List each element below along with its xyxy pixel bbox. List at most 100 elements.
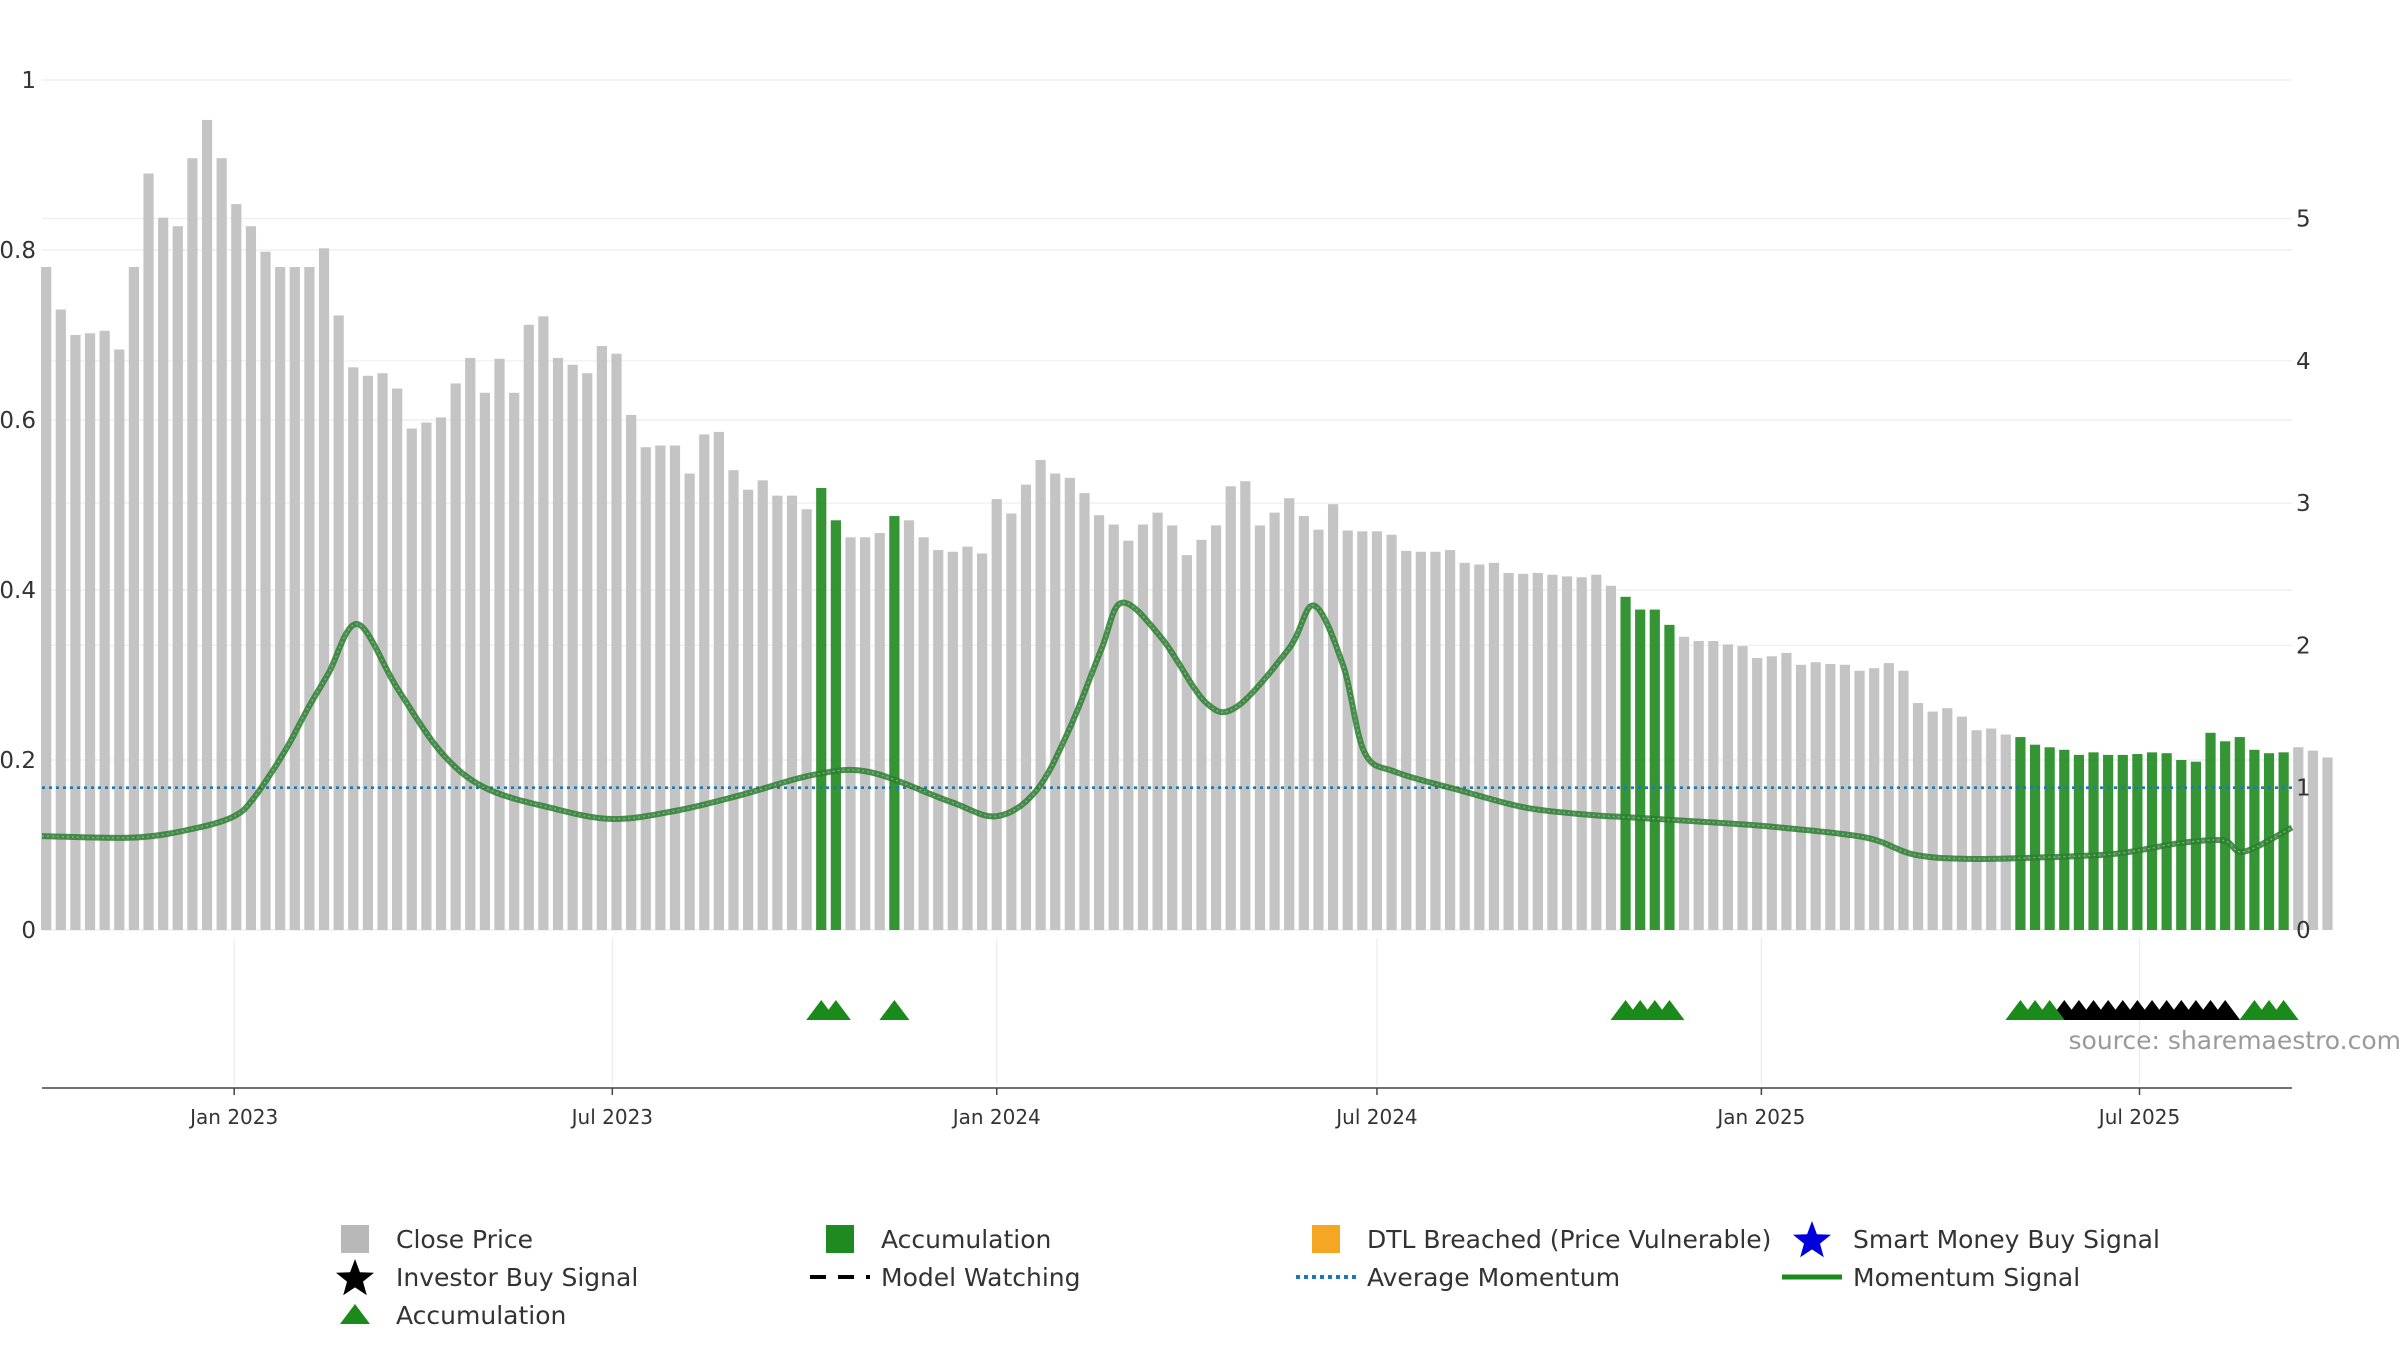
close-price-bar bbox=[1912, 703, 1924, 930]
source-note: source: sharemaestro.com bbox=[2069, 1026, 2400, 1055]
accumulation-bar bbox=[2029, 744, 2041, 930]
accumulation-bar bbox=[2278, 752, 2289, 930]
left-tick-label: 0.4 bbox=[0, 578, 36, 604]
close-price-bar bbox=[99, 330, 110, 930]
close-price-bar bbox=[216, 158, 227, 930]
close-price-bar bbox=[1313, 529, 1324, 930]
left-tick-label: 0.8 bbox=[0, 238, 36, 264]
close-price-bar bbox=[1137, 524, 1149, 930]
close-price-bar bbox=[1079, 493, 1090, 930]
accumulation-bar bbox=[2117, 754, 2128, 930]
close-price-bar bbox=[1240, 481, 1251, 930]
legend-square-icon bbox=[826, 1225, 854, 1253]
close-price-bar bbox=[41, 267, 52, 930]
close-price-bar bbox=[611, 353, 622, 930]
x-tick-label: Jul 2023 bbox=[570, 1105, 653, 1129]
close-price-bar bbox=[640, 447, 651, 930]
close-price-bar bbox=[1839, 664, 1851, 930]
legend-label: Accumulation bbox=[396, 1301, 566, 1330]
close-price-bar bbox=[1781, 652, 1792, 930]
accumulation-marker bbox=[2268, 1000, 2299, 1020]
close-price-bar bbox=[1503, 573, 1514, 930]
close-price-bar bbox=[947, 551, 958, 930]
accumulation-marker bbox=[2034, 1000, 2065, 1020]
legend-square-icon bbox=[1312, 1225, 1340, 1253]
left-tick-label: 0.6 bbox=[0, 408, 36, 434]
close-price-bar bbox=[1898, 670, 1909, 930]
close-price-bar bbox=[523, 324, 534, 930]
legend-item: Smart Money Buy Signal bbox=[1793, 1221, 2160, 1258]
close-price-bar bbox=[1210, 525, 1222, 930]
close-price-bar bbox=[70, 335, 81, 930]
right-tick-label: 0 bbox=[2296, 918, 2311, 944]
close-price-bar bbox=[318, 248, 330, 931]
x-axis: Jan 2023 Jul 2023 Jan 2024 Jul 2024 Jan 2025… bbox=[42, 1087, 2292, 1129]
legend-item: Model Watching bbox=[810, 1263, 1081, 1292]
legend-item: Close Price bbox=[341, 1225, 533, 1254]
accumulation-bar bbox=[1649, 609, 1660, 930]
close-price-bar bbox=[538, 316, 549, 930]
close-price-bar bbox=[435, 417, 447, 930]
close-price-bar bbox=[1678, 636, 1690, 930]
close-price-bar bbox=[245, 226, 257, 930]
x-tick-label: Jul 2025 bbox=[2097, 1105, 2180, 1129]
close-price-bar bbox=[1123, 540, 1134, 930]
legend-label: Close Price bbox=[396, 1225, 533, 1254]
accumulation-bar bbox=[889, 516, 900, 930]
close-price-bar bbox=[1518, 573, 1529, 930]
accumulation-bar bbox=[2190, 761, 2201, 930]
close-price-bar bbox=[1357, 531, 1368, 930]
close-price-bar bbox=[1298, 516, 1309, 930]
close-price-bar bbox=[684, 473, 695, 930]
close-price-bar bbox=[669, 445, 681, 930]
close-price-bar bbox=[1956, 716, 1968, 930]
close-price-bar bbox=[1532, 573, 1543, 930]
accumulation-bar bbox=[1620, 596, 1631, 930]
accumulation-bar bbox=[2103, 754, 2114, 930]
accumulation-bar bbox=[2205, 732, 2216, 930]
close-price-bar bbox=[567, 364, 578, 930]
left-tick-label: 1 bbox=[21, 68, 36, 94]
accumulation-bar bbox=[830, 520, 841, 930]
close-price-bar bbox=[1693, 641, 1704, 930]
close-price-bar bbox=[655, 445, 666, 930]
close-price-bar bbox=[1020, 484, 1032, 930]
right-tick-label: 5 bbox=[2296, 207, 2311, 233]
close-price-bar bbox=[1722, 644, 1734, 930]
close-price-bar bbox=[348, 367, 359, 930]
close-price-bar bbox=[2000, 734, 2011, 930]
legend-item: Momentum Signal bbox=[1782, 1263, 2080, 1292]
legend-label: Model Watching bbox=[881, 1263, 1081, 1292]
accumulation-bar bbox=[2059, 749, 2070, 930]
close-price-bar bbox=[991, 499, 1002, 930]
accumulation-marker bbox=[820, 1000, 851, 1020]
close-price-bar bbox=[1181, 555, 1192, 930]
close-price-bar bbox=[1605, 585, 1617, 930]
close-price-bar bbox=[275, 267, 286, 930]
x-tick-label: Jul 2024 bbox=[1334, 1105, 1417, 1129]
close-price-bar bbox=[172, 226, 183, 930]
close-price-bar bbox=[1167, 525, 1178, 930]
legend-item: Average Momentum bbox=[1296, 1263, 1620, 1292]
legend-item: Accumulation bbox=[826, 1225, 1051, 1254]
close-price-bar bbox=[728, 470, 739, 930]
legend-label: Investor Buy Signal bbox=[396, 1263, 638, 1292]
close-price-bar bbox=[304, 267, 315, 930]
close-price-bar bbox=[1561, 576, 1573, 930]
close-price-bar bbox=[1766, 656, 1777, 930]
close-price-bar bbox=[362, 375, 374, 930]
close-price-bar bbox=[801, 509, 812, 930]
close-price-bar bbox=[1591, 574, 1602, 930]
x-tick-label: Jan 2023 bbox=[188, 1105, 278, 1129]
close-price-bar bbox=[1883, 663, 1894, 930]
close-price-bar bbox=[55, 309, 66, 930]
close-price-bar bbox=[786, 495, 798, 930]
close-price-bar bbox=[1094, 515, 1105, 930]
left-tick-label: 0.2 bbox=[0, 748, 36, 774]
close-price-bar bbox=[260, 251, 271, 930]
close-price-bar bbox=[860, 537, 871, 930]
close-price-bar bbox=[1284, 498, 1295, 930]
close-price-bar bbox=[114, 349, 125, 930]
close-price-bar bbox=[1737, 646, 1748, 930]
x-tick-label: Jan 2024 bbox=[951, 1105, 1041, 1129]
